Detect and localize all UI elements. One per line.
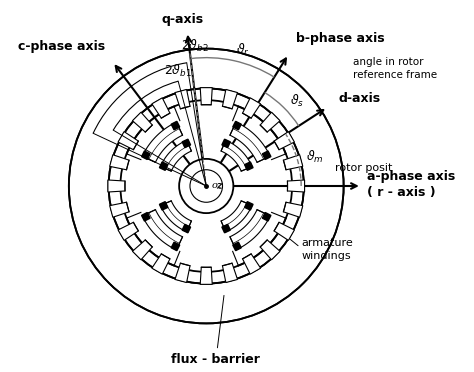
Polygon shape: [152, 98, 170, 118]
Bar: [245, 162, 253, 170]
Polygon shape: [200, 267, 212, 284]
Polygon shape: [287, 180, 305, 192]
Bar: [171, 242, 180, 251]
Polygon shape: [161, 140, 191, 171]
Circle shape: [120, 100, 292, 272]
Polygon shape: [221, 140, 252, 171]
Polygon shape: [118, 222, 138, 240]
Polygon shape: [142, 210, 182, 250]
Polygon shape: [222, 263, 237, 283]
Bar: [142, 151, 150, 160]
Circle shape: [179, 159, 233, 213]
Text: angle in rotor
reference frame: angle in rotor reference frame: [353, 57, 437, 80]
Text: $\vartheta_r$: $\vartheta_r$: [237, 42, 250, 58]
Polygon shape: [283, 155, 303, 170]
Bar: [182, 224, 191, 233]
Text: d-axis: d-axis: [338, 92, 380, 105]
Polygon shape: [108, 180, 125, 192]
Text: b-phase axis: b-phase axis: [296, 32, 384, 45]
Bar: [222, 139, 230, 148]
Bar: [233, 242, 241, 251]
Bar: [263, 212, 271, 221]
Text: $2\vartheta_{b1}$: $2\vartheta_{b1}$: [164, 63, 192, 79]
Polygon shape: [118, 132, 138, 150]
Polygon shape: [175, 263, 190, 283]
Polygon shape: [274, 222, 294, 240]
Bar: [159, 162, 168, 170]
Text: a-phase axis
( r - axis ): a-phase axis ( r - axis ): [367, 170, 456, 199]
Polygon shape: [283, 202, 303, 217]
Bar: [171, 121, 180, 130]
Text: oz: oz: [212, 180, 223, 190]
Polygon shape: [230, 210, 270, 250]
Polygon shape: [221, 201, 252, 232]
Bar: [233, 121, 241, 130]
Text: rotor posit: rotor posit: [335, 163, 392, 173]
Polygon shape: [243, 98, 261, 118]
Polygon shape: [132, 240, 152, 260]
Bar: [245, 202, 253, 210]
Polygon shape: [200, 88, 212, 105]
Bar: [182, 139, 191, 148]
Polygon shape: [222, 89, 237, 109]
Text: $\vartheta_s$: $\vartheta_s$: [290, 93, 304, 109]
Polygon shape: [175, 89, 190, 109]
Polygon shape: [152, 254, 170, 274]
Polygon shape: [230, 122, 270, 162]
Bar: [142, 212, 150, 221]
Bar: [222, 224, 230, 233]
Text: $2\vartheta_{b2}$: $2\vartheta_{b2}$: [181, 38, 209, 54]
Wedge shape: [69, 49, 344, 323]
Polygon shape: [243, 254, 261, 274]
Polygon shape: [132, 112, 152, 132]
Polygon shape: [142, 122, 182, 162]
Polygon shape: [161, 201, 191, 232]
Polygon shape: [274, 132, 294, 150]
Text: $\vartheta_m$: $\vartheta_m$: [306, 148, 324, 164]
Polygon shape: [260, 240, 280, 260]
Text: armature
windings: armature windings: [301, 238, 353, 261]
Polygon shape: [109, 202, 129, 217]
Polygon shape: [109, 155, 129, 170]
Text: z: z: [216, 181, 222, 191]
Bar: [159, 202, 168, 210]
Polygon shape: [260, 112, 280, 132]
Bar: [263, 151, 271, 160]
Text: q-axis: q-axis: [161, 13, 203, 26]
Text: flux - barrier: flux - barrier: [171, 353, 260, 366]
Text: c-phase axis: c-phase axis: [18, 40, 105, 53]
